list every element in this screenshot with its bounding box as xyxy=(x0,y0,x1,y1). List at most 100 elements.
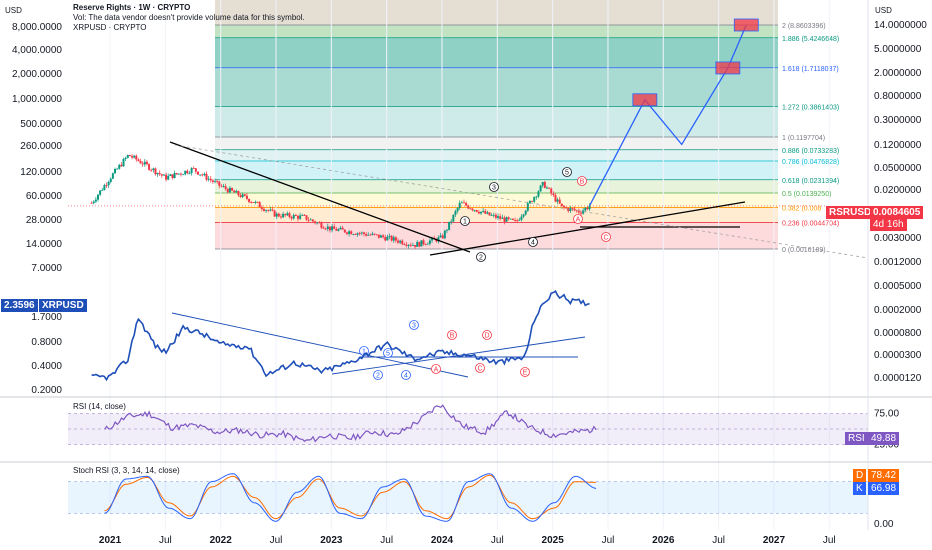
rsr-candle-body xyxy=(533,197,536,202)
left-tick-label: 0.4000 xyxy=(31,361,62,372)
rsr-candle-body xyxy=(373,233,376,235)
rsr-candle-body xyxy=(422,240,425,245)
rsr-candle-body xyxy=(231,187,234,191)
overlay-symbol[interactable]: XRPUSD · CRYPTO xyxy=(73,23,147,32)
rsr-symbol-tag: RSRUSD xyxy=(826,206,875,219)
rsr-candle-body xyxy=(475,210,478,212)
rsr-candle-body xyxy=(250,202,253,203)
fib-zone xyxy=(215,149,778,161)
rsr-candle-body xyxy=(424,244,427,245)
rsr-candle-body xyxy=(401,240,404,245)
rsr-candle-body xyxy=(550,188,553,194)
left-tick-label: 7.0000 xyxy=(31,263,62,274)
rsr-candle-body xyxy=(324,228,327,230)
xrp-wave-label: 2 xyxy=(376,373,380,380)
xrp-wave-label: 1 xyxy=(362,349,366,356)
rsr-candle-body xyxy=(318,222,321,224)
rsr-candle-body xyxy=(194,168,197,172)
rsr-candle-body xyxy=(569,208,572,212)
rsr-candle-body xyxy=(382,235,385,238)
xrp-wave-label: 5 xyxy=(386,351,390,358)
rsr-wave-label-circle xyxy=(476,252,486,262)
rsr-candle-body xyxy=(277,213,280,217)
rsi-title[interactable]: RSI (14, close) xyxy=(73,402,126,411)
rsr-candle-body xyxy=(371,233,374,235)
rsr-wave-label-circle xyxy=(489,182,499,192)
rsr-candle-body xyxy=(524,210,527,215)
rsr-candle-body xyxy=(477,211,480,214)
stoch-title[interactable]: Stoch RSI (3, 3, 14, 14, close) xyxy=(73,466,180,475)
rsr-candle-body xyxy=(258,202,261,208)
rsr-candle-body xyxy=(162,174,165,176)
rsr-wave-label-circle xyxy=(460,216,470,226)
right-tick-label: 0.1200000 xyxy=(874,140,922,151)
rsr-candle-body xyxy=(165,174,168,180)
xrp-wave-label-circle xyxy=(401,370,411,380)
symbol-title[interactable]: Reserve Rights · 1W · CRYPTO xyxy=(73,3,191,12)
rsr-candle-body xyxy=(128,155,131,157)
xrp-price-tag: 2.3596 xyxy=(1,299,38,312)
rsr-candle-body xyxy=(454,211,457,215)
xrp-symbol-tag: XRPUSD xyxy=(39,299,87,312)
rsr-candle-body xyxy=(235,191,238,193)
rsr-candle-body xyxy=(139,160,142,164)
left-tick-label: 0.2000 xyxy=(31,385,62,396)
rsr-candle-body xyxy=(186,170,189,174)
rsi-line xyxy=(104,404,597,443)
rsr-candle-body xyxy=(286,213,289,216)
fib-zone xyxy=(215,106,778,137)
rsr-candle-body xyxy=(494,214,497,218)
xrp-overlay xyxy=(91,290,590,382)
rsr-candle-body xyxy=(243,194,246,196)
x-tick-label: 2027 xyxy=(763,535,786,546)
rsr-candle-body xyxy=(511,218,514,220)
xrp-wave-label-circle xyxy=(447,330,457,340)
stoch-band xyxy=(68,481,868,514)
left-tick-label: 8,000.0000 xyxy=(12,22,62,33)
projection-line xyxy=(588,24,747,207)
rsr-candle-body xyxy=(241,194,244,198)
rsr-wave-label-circle xyxy=(528,237,538,247)
x-tick-label: Jul xyxy=(823,535,836,546)
rsr-candle-body xyxy=(480,211,483,214)
rsr-wave-label-circle xyxy=(562,167,572,177)
rsr-candle-body xyxy=(175,173,178,175)
rsr-candle-body xyxy=(358,233,361,235)
rsr-candle-body xyxy=(558,199,561,204)
rsr-candle-body xyxy=(94,199,97,202)
rsr-candle-body xyxy=(445,229,448,231)
rsr-candle-body xyxy=(348,231,351,234)
rsr-candle-body xyxy=(179,173,182,175)
rsr-candle-body xyxy=(282,213,285,218)
rsi-tick-label: 75.00 xyxy=(874,409,899,420)
rsr-candle-body xyxy=(248,198,251,203)
rsr-candle-body xyxy=(322,227,325,229)
rsr-candle-body xyxy=(207,178,210,180)
rsr-candle-body xyxy=(126,155,129,158)
x-tick-label: 2026 xyxy=(652,535,675,546)
x-tick-label: 2022 xyxy=(210,535,233,546)
rsr-candle-body xyxy=(271,209,274,211)
xrp-wave-label: D xyxy=(484,333,489,340)
grid xyxy=(109,0,830,530)
rsr-candle-body xyxy=(420,240,423,247)
rsr-candle-body xyxy=(314,221,317,224)
rsr-candle-body xyxy=(441,235,444,239)
rsr-candle-body xyxy=(107,181,110,186)
rsr-candle-body xyxy=(488,212,491,216)
rsr-candle-body xyxy=(101,189,104,191)
rsr-candle-body xyxy=(103,185,106,190)
rsr-candle-body xyxy=(458,202,461,208)
rsr-candle-body xyxy=(411,245,414,246)
rsr-downtrend-line xyxy=(169,141,471,253)
xrp-wave-label-circle xyxy=(383,348,393,358)
rsr-countdown-tag: 4d 16h xyxy=(870,218,907,231)
wave-labels: 1 2 3 4 5 A B C 1 2 3 4 5 A B C D E xyxy=(359,167,611,380)
rsr-candle-body xyxy=(218,181,221,186)
rsr-candle-body xyxy=(490,215,493,216)
rsr-candle-body xyxy=(541,181,544,186)
xrp-wave-label: B xyxy=(450,333,455,340)
rsr-candle-body xyxy=(405,244,408,246)
right-tick-label: 2.0000000 xyxy=(874,68,922,79)
